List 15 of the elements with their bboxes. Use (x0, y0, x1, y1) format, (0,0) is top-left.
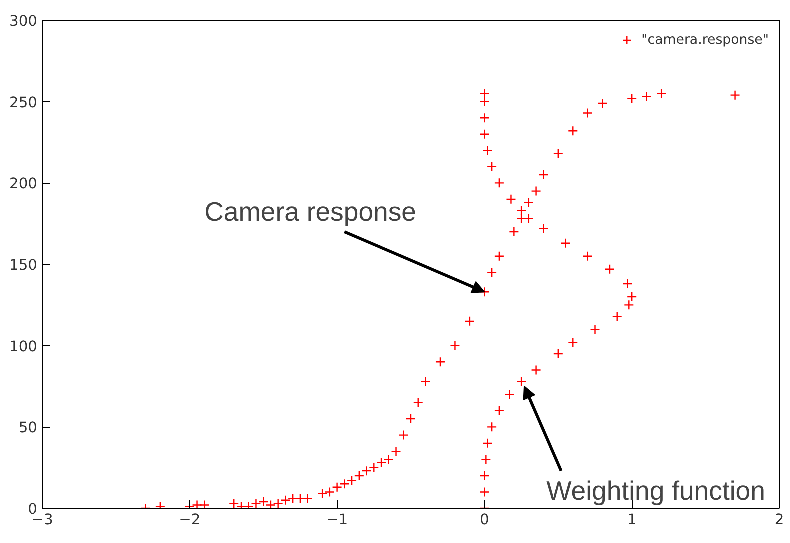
legend-label: "camera.response" (642, 32, 769, 48)
x-tick-label: 2 (774, 512, 784, 528)
x-tick-label: 0 (480, 512, 490, 528)
y-tick-label: 200 (10, 176, 38, 193)
annotation: Weighting function (546, 476, 766, 506)
annotation: Camera response (204, 197, 417, 228)
y-tick-label: 300 (10, 13, 38, 30)
y-tick-label: 0 (28, 501, 38, 518)
x-tick-label: 1 (627, 512, 637, 528)
y-tick-label: 150 (10, 257, 38, 274)
y-tick-label: 250 (10, 94, 38, 112)
x-tick-label: −1 (326, 512, 348, 528)
y-tick-label: 50 (18, 420, 38, 437)
y-tick-label: 100 (10, 338, 38, 356)
x-tick-label: −2 (179, 512, 201, 528)
